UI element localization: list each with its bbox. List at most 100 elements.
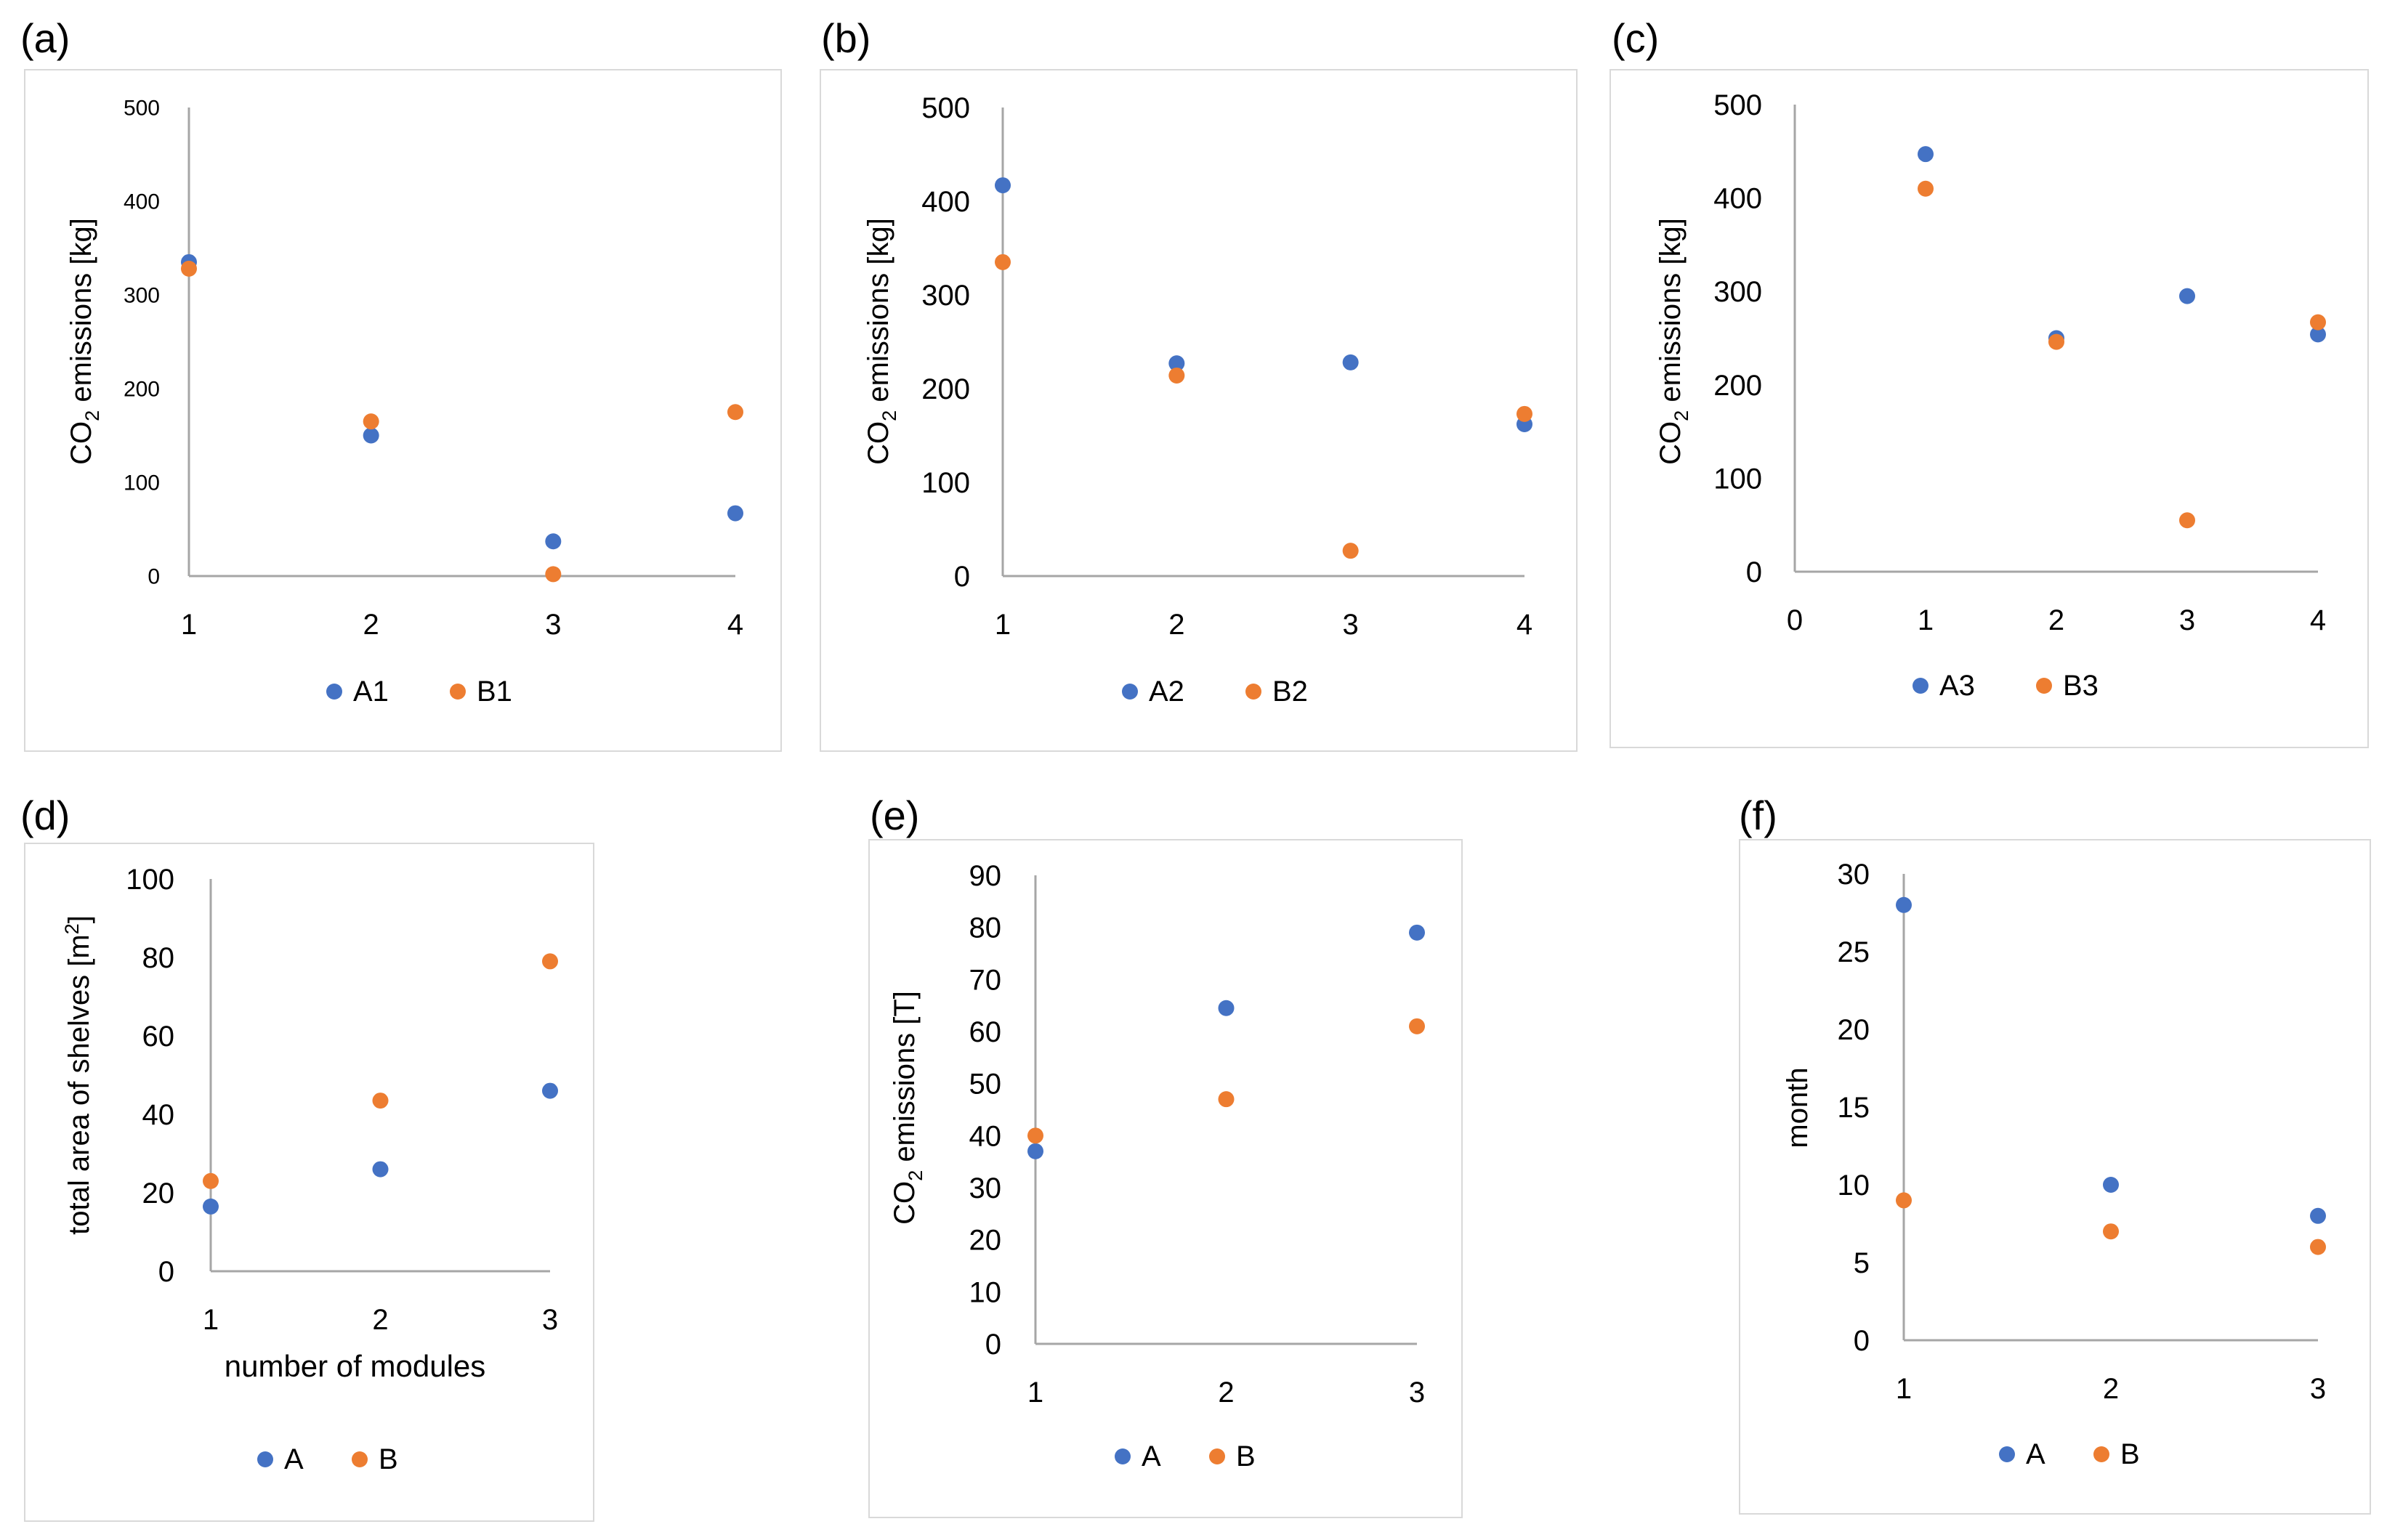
x-tick-label: 2: [2103, 1373, 2119, 1405]
y-tick-label: 300: [921, 280, 970, 312]
legend-marker-b: [2093, 1446, 2109, 1462]
y-tick-label: 500: [1713, 89, 1762, 121]
data-point-a2: [995, 177, 1011, 194]
panel-frame: [24, 843, 594, 1522]
y-tick-label: 0: [158, 1256, 174, 1288]
legend-marker-b3: [2036, 678, 2052, 694]
scatter-plot: 0 10 20 30 40 50 60 70 80 90 1 2 3 CO2 emissions [T] A…: [889, 860, 1425, 1472]
y-tick-label: 100: [124, 471, 160, 495]
panel-frame: [1739, 839, 2371, 1515]
data-point-b: [542, 953, 558, 970]
legend-label-b: B: [2120, 1438, 2140, 1470]
data-point-a2: [1168, 355, 1185, 372]
x-tick-label: 4: [1516, 609, 1532, 641]
y-tick-label: 30: [1838, 859, 1870, 891]
y-tick-label: 50: [969, 1069, 1002, 1101]
x-tick-label: 3: [2179, 604, 2195, 636]
y-tick-label: 15: [1838, 1092, 1870, 1124]
x-tick-label: 2: [363, 609, 379, 641]
data-point-b3: [1918, 180, 1934, 197]
y-tick-label: 30: [969, 1172, 1002, 1204]
data-point-a3: [2310, 326, 2326, 343]
scatter-plot: 0 100 200 300 400 500 0 1 2 3 4 CO2 emissions [kg] A…: [1655, 89, 2326, 702]
data-point-b: [1218, 1091, 1235, 1108]
data-point-b3: [2179, 512, 2195, 529]
y-tick-label: 80: [969, 912, 1002, 944]
y-tick-label: 0: [1746, 556, 1762, 588]
data-point-a: [2310, 1207, 2326, 1224]
x-tick-label: 2: [1218, 1377, 1234, 1409]
x-tick-label: 3: [1409, 1377, 1425, 1409]
y-tick-label: 60: [969, 1016, 1002, 1048]
x-tick-label: 3: [542, 1304, 558, 1336]
y-tick-label: 400: [1713, 183, 1762, 215]
y-tick-label: 40: [142, 1099, 175, 1131]
data-point-b: [2103, 1223, 2119, 1240]
legend-marker-a3: [1913, 678, 1928, 694]
data-point-a1: [545, 533, 562, 550]
x-tick-label: 1: [995, 609, 1011, 641]
x-tick-label: 1: [181, 609, 197, 641]
data-point-a: [1896, 896, 1912, 913]
y-tick-label: 70: [969, 964, 1002, 996]
y-axis-title: CO2 emissions [T]: [889, 991, 926, 1225]
y-tick-label: 400: [124, 190, 160, 214]
panel-frame: [24, 69, 782, 752]
y-tick-label: 0: [1854, 1325, 1870, 1357]
y-tick-label: 20: [1838, 1014, 1870, 1046]
y-tick-label: 200: [1713, 370, 1762, 402]
panel-label: (b): [821, 15, 871, 61]
data-point-b1: [363, 413, 379, 430]
y-tick-label: 20: [142, 1178, 175, 1209]
y-tick-label: 100: [126, 864, 174, 896]
panel-label: (e): [870, 793, 920, 838]
y-axis-title: month: [1782, 1067, 1814, 1148]
data-point-b2: [1342, 543, 1359, 559]
data-point-b: [1409, 1018, 1425, 1034]
legend-label-b3: B3: [2063, 670, 2099, 702]
y-tick-label: 25: [1838, 936, 1870, 968]
panel-label: (d): [20, 793, 70, 838]
x-tick-label: 3: [1343, 609, 1359, 641]
legend-marker-b: [1209, 1448, 1225, 1464]
y-tick-label: 100: [1713, 463, 1762, 495]
scatter-plot: 0 20 40 60 80 100 1 2 3 total area of shelves [m2…: [60, 864, 558, 1475]
data-point-a3: [2179, 288, 2195, 304]
y-axis-title: total area of shelves [m2]: [60, 915, 95, 1235]
y-tick-label: 500: [921, 92, 970, 124]
legend-label-a: A: [284, 1443, 304, 1475]
x-tick-label: 2: [1168, 609, 1184, 641]
panel-frame: [868, 839, 1463, 1518]
scatter-plot: 0 100 200 300 400 500 1 2 3 4 CO2 emissions [kg] A2…: [863, 92, 1532, 708]
legend-label-a: A: [2026, 1438, 2045, 1470]
data-point-a1: [727, 505, 743, 522]
y-tick-label: 20: [969, 1225, 1002, 1257]
y-tick-label: 300: [1713, 276, 1762, 308]
legend-marker-a: [1999, 1446, 2015, 1462]
panel-frame: [820, 69, 1578, 752]
data-point-a: [542, 1082, 558, 1099]
legend-marker-a2: [1122, 684, 1138, 700]
data-point-a: [203, 1198, 219, 1215]
data-point-b2: [1168, 367, 1185, 384]
y-tick-label: 100: [921, 467, 970, 499]
data-point-a: [1027, 1143, 1043, 1159]
data-point-b3: [2310, 314, 2326, 331]
panel-frame: [1609, 69, 2369, 748]
legend-label-a1: A1: [353, 676, 389, 708]
x-tick-label: 2: [2048, 604, 2064, 636]
legend-label-b2: B2: [1272, 676, 1308, 708]
y-tick-label: 200: [921, 373, 970, 405]
y-axis-title: CO2 emissions [kg]: [863, 218, 900, 465]
data-point-b1: [727, 404, 743, 421]
x-axis-title: number of modules: [225, 1349, 486, 1383]
legend-label-b1: B1: [477, 676, 512, 708]
y-tick-label: 10: [969, 1276, 1002, 1308]
data-point-a: [372, 1161, 389, 1178]
legend-marker-a: [1115, 1448, 1131, 1464]
legend-label-a2: A2: [1149, 676, 1184, 708]
legend-marker-b1: [450, 684, 466, 700]
data-point-a: [1409, 924, 1425, 941]
scatter-plot: 0 100 200 300 400 500 1 2 3 4 CO2 emissions [kg] A1…: [65, 97, 743, 708]
y-tick-label: 60: [142, 1021, 175, 1053]
